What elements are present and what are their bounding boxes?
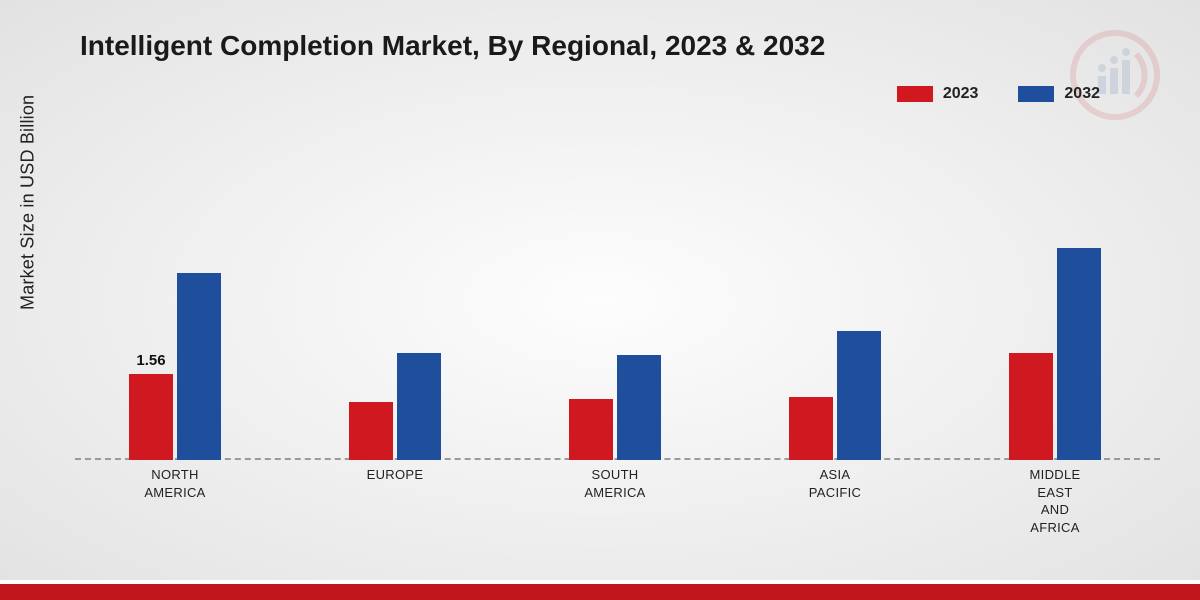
- bar: [1009, 353, 1053, 460]
- plot-area: 1.56: [75, 130, 1160, 460]
- bar: [397, 353, 441, 460]
- bar: [837, 331, 881, 460]
- bar-group: [335, 353, 455, 460]
- bar-group: [775, 331, 895, 460]
- chart-page: Intelligent Completion Market, By Region…: [0, 0, 1200, 600]
- legend-label-2023: 2023: [943, 85, 979, 103]
- watermark-logo: [1070, 30, 1160, 125]
- bar-value-label: 1.56: [136, 352, 165, 369]
- bar: [569, 399, 613, 460]
- legend-item-2032: 2032: [1018, 85, 1100, 103]
- y-axis-label: Market Size in USD Billion: [18, 95, 39, 310]
- bar: 1.56: [129, 374, 173, 460]
- bar: [789, 397, 833, 460]
- legend: 2023 2032: [897, 85, 1100, 103]
- legend-label-2032: 2032: [1064, 85, 1100, 103]
- bar: [349, 402, 393, 460]
- footer-bar: [0, 584, 1200, 600]
- x-axis-category-label: EUROPE: [335, 466, 455, 484]
- chart-title: Intelligent Completion Market, By Region…: [80, 30, 825, 62]
- bar-group: [555, 355, 675, 460]
- bar-group: [995, 248, 1115, 460]
- x-axis-category-label: SOUTHAMERICA: [555, 466, 675, 501]
- bar: [1057, 248, 1101, 460]
- legend-swatch-2032: [1018, 86, 1054, 102]
- x-axis-category-label: MIDDLEEASTANDAFRICA: [995, 466, 1115, 536]
- bar: [177, 273, 221, 460]
- x-axis-category-label: NORTHAMERICA: [115, 466, 235, 501]
- legend-item-2023: 2023: [897, 85, 979, 103]
- bar-group: 1.56: [115, 273, 235, 460]
- x-axis-category-label: ASIAPACIFIC: [775, 466, 895, 501]
- bar: [617, 355, 661, 460]
- legend-swatch-2023: [897, 86, 933, 102]
